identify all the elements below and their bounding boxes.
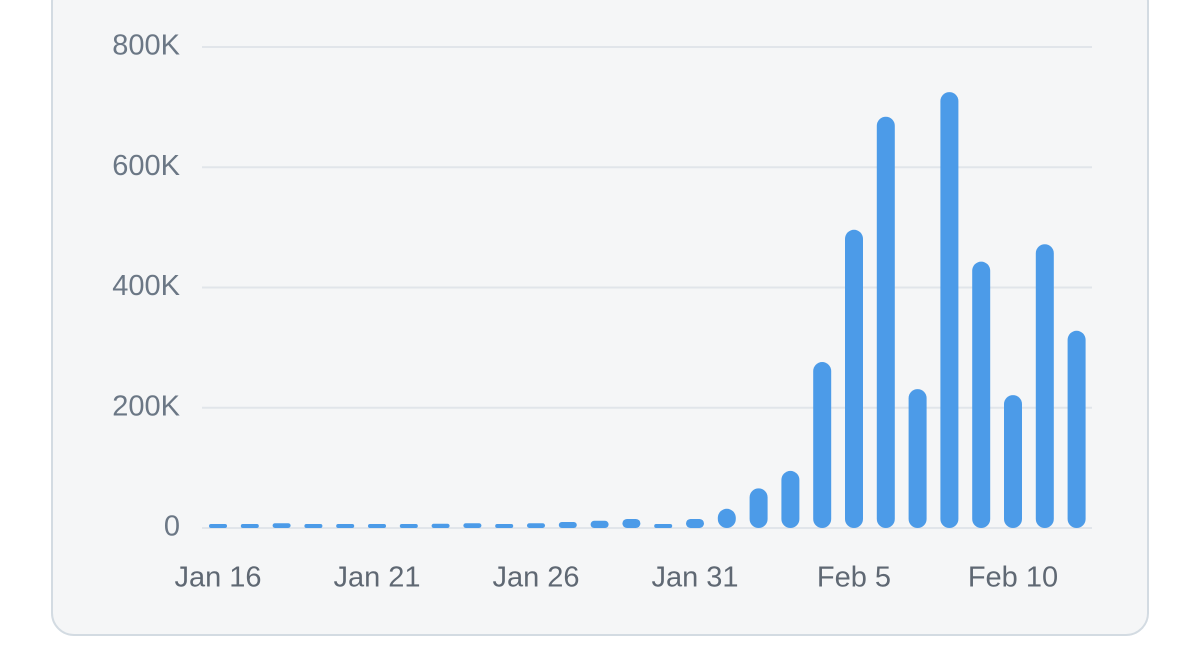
bar <box>240 524 259 528</box>
y-tick-label: 0 <box>164 511 180 543</box>
y-tick-label: 400K <box>112 270 180 302</box>
bar <box>336 524 355 528</box>
bar <box>749 488 768 528</box>
bar <box>1004 395 1022 528</box>
bar <box>368 524 386 528</box>
bar <box>1067 330 1086 528</box>
x-tick-label: Jan 16 <box>174 562 261 594</box>
y-tick-label: 200K <box>112 390 180 422</box>
bar <box>845 229 863 528</box>
x-tick-label: Jan 31 <box>651 562 738 594</box>
bar <box>209 524 227 528</box>
bar <box>876 116 895 529</box>
bar <box>972 261 991 528</box>
bar <box>654 524 673 528</box>
bar <box>527 523 545 528</box>
bar <box>431 523 450 528</box>
bar <box>495 524 514 528</box>
bar <box>399 524 418 528</box>
bar <box>590 520 609 528</box>
x-tick-label: Jan 26 <box>492 562 579 594</box>
x-tick-label: Feb 5 <box>817 562 891 594</box>
card <box>51 0 1149 636</box>
bar <box>940 92 959 528</box>
bar <box>622 518 641 528</box>
bar <box>908 389 927 528</box>
bar <box>717 508 736 528</box>
x-tick-label: Feb 10 <box>968 562 1058 594</box>
bar <box>304 524 323 528</box>
x-tick-label: Jan 21 <box>333 562 420 594</box>
bar <box>463 523 482 528</box>
y-tick-label: 600K <box>112 150 180 182</box>
bar <box>781 470 800 528</box>
bar <box>813 362 832 528</box>
bar <box>1035 244 1054 528</box>
y-tick-label: 800K <box>112 30 180 62</box>
bar <box>686 518 704 528</box>
bar <box>558 521 577 528</box>
bar <box>272 523 291 528</box>
